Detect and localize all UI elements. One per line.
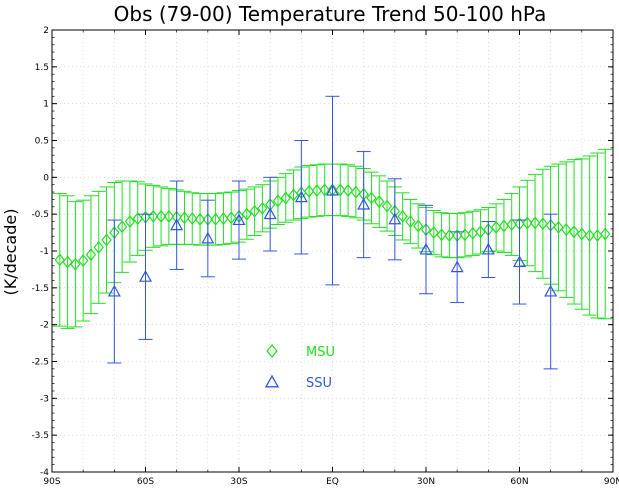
msu-diamond-point	[350, 185, 362, 199]
msu-diamond-point	[342, 184, 354, 198]
ssu-triangle-point	[294, 190, 308, 203]
y-tick-label: 0	[43, 173, 49, 183]
ssu-triangle-point	[107, 284, 121, 297]
ssu-triangle-point	[544, 284, 558, 297]
msu-diamond-point	[506, 218, 517, 231]
y-axis-label: (K/decade)	[1, 209, 20, 296]
x-tick-label: 60S	[137, 477, 154, 487]
msu-diamond-point	[522, 216, 533, 230]
y-tick-label: 2	[43, 26, 49, 36]
ssu-triangle-point	[512, 255, 527, 268]
ssu-triangle-point	[325, 183, 340, 196]
msu-diamond-point	[381, 199, 393, 213]
msu-diamond-point	[163, 209, 175, 223]
y-tick-label: -1	[40, 247, 49, 257]
legend-ssu-label: SSU	[306, 376, 332, 391]
msu-diamond-point	[179, 211, 190, 225]
y-tick-label: -4	[40, 468, 49, 478]
msu-diamond-point	[553, 220, 564, 234]
msu-diamond-point	[436, 228, 447, 242]
msu-diamond-point	[93, 240, 104, 254]
msu-diamond-point	[444, 229, 455, 242]
legend: MSU SSU	[264, 343, 335, 391]
ssu-triangle-point	[170, 218, 184, 231]
legend-ssu-marker	[264, 374, 280, 388]
msu-diamond-point	[428, 226, 439, 240]
ssu-triangle-point	[419, 242, 433, 255]
legend-msu-marker	[266, 343, 278, 359]
ssu-series	[107, 95, 558, 370]
x-tick-label: 90S	[43, 477, 60, 487]
chart-title: Obs (79-00) Temperature Trend 50-100 hPa	[114, 2, 547, 26]
y-tick-label: 1.5	[35, 63, 49, 73]
legend-msu-label: MSU	[306, 345, 335, 360]
ssu-triangle-point	[450, 260, 464, 273]
msu-diamond-point	[272, 194, 284, 208]
ssu-triangle-point	[232, 213, 246, 226]
msu-diamond-point	[218, 212, 229, 226]
x-axis-ticks: 90S 60S 30S EQ 30N 60N 90N	[43, 30, 619, 487]
msu-diamond-point	[77, 254, 89, 268]
msu-diamond-point	[303, 184, 315, 198]
y-tick-label: -2	[40, 321, 49, 331]
msu-diamond-point	[116, 220, 128, 234]
msu-diamond-point	[366, 191, 377, 205]
msu-diamond-point	[576, 227, 588, 241]
msu-diamond-point	[405, 215, 416, 228]
ssu-triangle-point	[138, 270, 153, 282]
ssu-triangle-point	[263, 207, 277, 220]
msu-diamond-point	[413, 219, 424, 233]
y-tick-label: -0.5	[31, 210, 49, 220]
y-axis-ticks: 2 1.5 1 0.5 0 -0.5 -1 -1.5 -2 -2.5 -3 -3.5 -4	[31, 26, 613, 478]
msu-diamond-point	[124, 215, 136, 228]
msu-diamond-point	[311, 184, 323, 198]
msu-series	[52, 148, 613, 329]
msu-diamond-point	[568, 225, 580, 239]
x-tick-label: 90N	[604, 477, 619, 487]
x-tick-label: 60N	[510, 477, 528, 487]
y-tick-label: -3	[40, 394, 49, 404]
msu-diamond-point	[155, 209, 167, 223]
x-tick-label: EQ	[326, 477, 339, 487]
msu-diamond-point	[561, 223, 572, 237]
msu-diamond-point	[280, 191, 291, 205]
msu-diamond-point	[85, 248, 97, 262]
ssu-triangle-point	[388, 212, 402, 225]
msu-diamond-point	[249, 204, 260, 218]
msu-diamond-point	[62, 255, 73, 269]
y-tick-label: -2.5	[31, 358, 49, 368]
msu-diamond-point	[529, 216, 541, 230]
msu-diamond-point	[374, 195, 385, 209]
msu-diamond-point	[397, 209, 408, 223]
msu-diamond-point	[70, 257, 81, 271]
ssu-triangle-point	[357, 197, 371, 210]
ssu-triangle-point	[481, 242, 495, 255]
msu-diamond-point	[54, 253, 65, 267]
msu-diamond-point	[101, 233, 112, 247]
msu-diamond-point	[194, 212, 206, 226]
y-tick-label: 0.5	[35, 137, 49, 147]
msu-diamond-point	[335, 183, 346, 197]
msu-diamond-point	[537, 217, 549, 231]
ssu-triangle-point	[201, 231, 215, 244]
x-tick-label: 30S	[230, 477, 247, 487]
x-tick-label: 30N	[417, 477, 435, 487]
msu-diamond-point	[210, 212, 221, 226]
msu-diamond-point	[600, 227, 611, 241]
msu-diamond-point	[241, 207, 252, 221]
msu-diamond-point	[319, 183, 330, 197]
y-tick-label: 1	[43, 100, 49, 110]
msu-diamond-point	[187, 212, 198, 226]
y-tick-label: -1.5	[31, 284, 49, 294]
msu-diamond-point	[257, 201, 268, 215]
msu-diamond-point	[584, 229, 595, 242]
y-tick-label: -3.5	[31, 431, 49, 441]
